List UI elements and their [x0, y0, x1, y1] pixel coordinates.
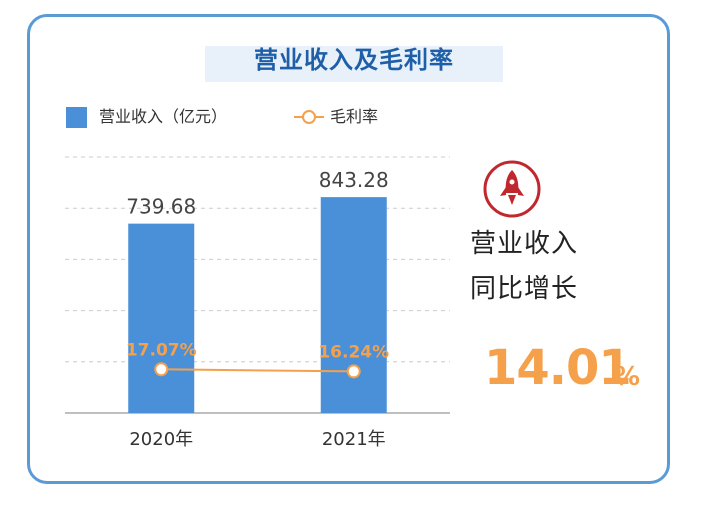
line-series-gross-margin — [161, 368, 354, 373]
bar-2021年 — [320, 197, 387, 413]
bar-2020年 — [128, 223, 195, 413]
legend-line-label: 毛利率 — [330, 107, 379, 126]
legend-line-marker — [302, 110, 316, 124]
growth-unit: % — [614, 362, 641, 392]
x-tick-label: 2020年 — [129, 429, 193, 450]
growth-label-line1: 营业收入 — [470, 229, 579, 259]
line-value-label: 16.24% — [318, 342, 389, 362]
growth-value: 14.01 — [484, 340, 632, 396]
bar-value-label: 843.28 — [319, 168, 389, 192]
legend-bar-swatch — [66, 107, 87, 128]
line-value-label: 17.07% — [126, 340, 197, 360]
x-tick-label: 2021年 — [322, 429, 386, 450]
line-point — [346, 364, 361, 379]
growth-label-line2: 同比增长 — [470, 274, 579, 304]
rocket-icon — [483, 160, 541, 218]
legend-bar-label: 营业收入（亿元） — [99, 107, 228, 126]
bar-value-label: 739.68 — [126, 195, 196, 219]
line-point — [154, 362, 169, 377]
title-background — [205, 46, 503, 82]
chart-title: 营业收入及毛利率 — [254, 46, 454, 74]
